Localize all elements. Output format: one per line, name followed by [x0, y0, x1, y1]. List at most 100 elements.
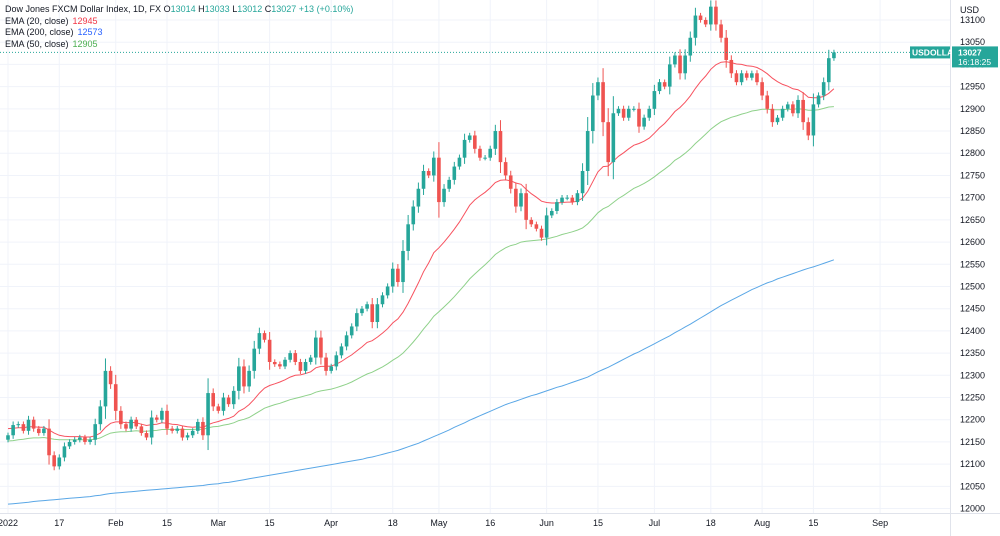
candle-body	[319, 337, 323, 358]
candle-body	[626, 108, 631, 118]
symbol-tag-bg	[910, 46, 950, 59]
time-tick-label: Sep	[872, 518, 888, 528]
candle-body	[365, 304, 369, 309]
legend-ema50-row[interactable]: EMA (50, close) 12905	[5, 39, 353, 51]
open-label: O	[163, 4, 171, 14]
legend-ema20-row[interactable]: EMA (20, close) 12945	[5, 16, 353, 28]
candle-body	[375, 304, 380, 323]
candle-body	[570, 197, 575, 203]
candle-body	[154, 417, 159, 420]
candle-body	[334, 355, 339, 367]
candle-body	[165, 410, 169, 429]
price-axis[interactable]: USD 12000 12050 12100 12150 12200 12250 12300 12…	[960, 5, 985, 514]
candle-body	[806, 122, 811, 136]
candle-body	[134, 419, 139, 427]
ema-50-line-group	[7, 106, 834, 442]
time-tick-label: Jul	[649, 518, 661, 528]
time-tick-label: Mar	[211, 518, 227, 528]
candle-body	[637, 108, 641, 127]
candle-body	[385, 286, 390, 296]
candle-body	[349, 326, 354, 336]
ohlc-values: O13014 H13033 L13012 C13027 +13 (+0.10%)	[164, 4, 354, 14]
price-tick-label: 12450	[960, 304, 985, 314]
price-tick-label: 12700	[960, 193, 985, 203]
candle-body	[719, 24, 723, 38]
candle-body	[288, 353, 292, 360]
candle-body	[93, 424, 98, 440]
candle-body	[785, 104, 790, 109]
candle-body	[591, 95, 595, 132]
time-tick-label: 18	[388, 518, 398, 528]
close-label: C	[264, 4, 272, 14]
candle-body	[339, 346, 344, 356]
candle-body	[16, 424, 21, 426]
candle-body	[688, 37, 693, 56]
price-tick-label: 12350	[960, 348, 985, 358]
candle-body	[534, 224, 539, 229]
price-tick-label: 12900	[960, 104, 985, 114]
candle-body	[308, 357, 313, 362]
time-tick-label: May	[430, 518, 448, 528]
legend-ema200-row[interactable]: EMA (200, close) 12573	[5, 27, 353, 39]
candle-body	[149, 417, 154, 438]
time-tick-label: Aug	[754, 518, 770, 528]
time-tick-label: 2022	[0, 518, 18, 528]
candle-body	[62, 446, 67, 458]
candle-body	[483, 157, 487, 159]
candle-body	[539, 228, 544, 238]
ema50-value: 12905	[72, 38, 98, 49]
time-tick-label: 15	[593, 518, 603, 528]
candle-body	[216, 406, 221, 411]
candle-body	[703, 19, 708, 25]
candle-body	[693, 15, 698, 38]
candle-body	[493, 131, 498, 149]
time-axis[interactable]: 2022 17 Feb 15 Mar 15 Apr 18 May 16 Jun 15 Jul 18 Aug 1…	[0, 518, 888, 528]
candle-body	[698, 15, 703, 20]
candle-body	[401, 250, 405, 283]
candle-body	[724, 37, 728, 60]
candle-body	[201, 421, 205, 436]
currency-label: USD	[960, 5, 980, 15]
candle-body	[231, 390, 236, 405]
candle-body	[314, 337, 318, 358]
price-tick-label: 13100	[960, 15, 985, 25]
candle-body	[267, 339, 272, 362]
candle-body	[827, 58, 831, 83]
candle-body	[657, 82, 662, 92]
candle-body	[293, 353, 298, 362]
legend-title: Dow Jones FXCM Dollar Index, 1D, FX	[5, 4, 162, 14]
price-tick-label: 12100	[960, 459, 985, 469]
candle-body	[298, 361, 303, 371]
candle-body	[780, 108, 785, 118]
candle-body	[447, 179, 451, 189]
ema20-value: 12945	[72, 15, 98, 26]
ema-50-line	[7, 106, 834, 442]
candle-body	[478, 148, 482, 158]
candle-body	[278, 364, 282, 367]
ema20-label: EMA (20, close)	[5, 15, 69, 26]
candle-body	[508, 175, 513, 189]
candle-body	[52, 455, 56, 467]
close-value: 13027	[271, 4, 297, 14]
candle-body	[406, 224, 410, 251]
candle-body	[739, 73, 744, 83]
candle-body	[47, 428, 51, 456]
candle-body	[832, 52, 836, 59]
candle-body	[396, 268, 400, 283]
ema-20-line-group	[7, 61, 835, 438]
candle-body	[811, 104, 816, 136]
change-value: +13 (+0.10%)	[298, 4, 354, 14]
candle-body	[247, 370, 251, 387]
price-tick-label: 12200	[960, 415, 985, 425]
candle-body	[144, 433, 149, 438]
candle-body	[72, 439, 77, 442]
price-tick-label: 12500	[960, 281, 985, 291]
candle-body	[88, 439, 92, 442]
price-tag-bg	[952, 46, 998, 68]
candle-body	[303, 361, 308, 371]
price-tick-label: 12600	[960, 237, 985, 247]
candle-body	[770, 108, 775, 123]
candle-body	[421, 171, 426, 189]
candle-body	[36, 428, 41, 434]
